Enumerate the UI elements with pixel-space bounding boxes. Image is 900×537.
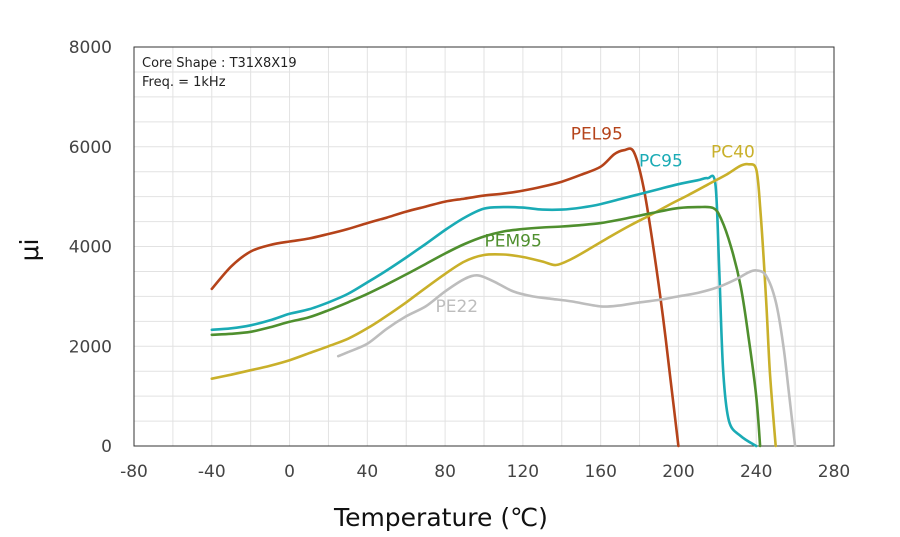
annotation-frequency: Freq. = 1kHz	[142, 75, 226, 90]
y-tick-label: 0	[101, 437, 112, 457]
x-tick-label: -80	[120, 462, 148, 482]
x-tick-label: -40	[198, 462, 226, 482]
x-tick-label: 120	[507, 462, 539, 482]
series-labels: PEL95 PC95 PC40 PEM95 PE22	[435, 124, 754, 317]
y-tick-label: 4000	[69, 238, 112, 258]
x-tick-label: 0	[284, 462, 295, 482]
x-tick-label: 200	[662, 462, 694, 482]
series-label-pem95: PEM95	[485, 232, 542, 252]
y-tick-label: 2000	[69, 337, 112, 357]
x-axis-title: Temperature (℃)	[333, 503, 548, 532]
series-lines	[210, 147, 797, 448]
x-tick-label: 280	[818, 462, 850, 482]
y-axis-title: μi	[15, 239, 44, 262]
series-line-pel95	[210, 147, 680, 448]
series-line-pe22	[336, 269, 797, 448]
series-label-pe22: PE22	[435, 297, 478, 317]
y-axis-ticks: 0 2000 4000 6000 8000	[69, 38, 112, 457]
x-tick-label: 80	[434, 462, 456, 482]
y-tick-label: 6000	[69, 138, 112, 158]
plot-frame	[133, 46, 835, 447]
annotation-core-shape: Core Shape : T31X8X19	[142, 56, 297, 71]
x-tick-label: 160	[584, 462, 616, 482]
series-line-pem95	[210, 205, 762, 448]
y-tick-label: 8000	[69, 38, 112, 58]
series-line-pc40	[210, 162, 777, 448]
x-axis-ticks: -80 -40 0 40 80 120 160 200 240 280	[120, 462, 850, 482]
series-label-pc95: PC95	[639, 152, 683, 172]
series-label-pc40: PC40	[711, 143, 755, 163]
x-tick-label: 40	[357, 462, 379, 482]
series-label-pel95: PEL95	[571, 124, 623, 144]
x-tick-label: 240	[740, 462, 772, 482]
series-line-pc95	[210, 174, 758, 448]
grid	[134, 47, 834, 446]
